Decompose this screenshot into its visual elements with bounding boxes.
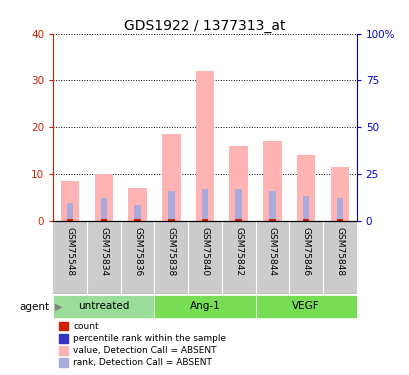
- Bar: [94, 174, 113, 220]
- Text: GSM75842: GSM75842: [234, 226, 243, 276]
- Bar: [134, 205, 140, 219]
- Bar: [229, 146, 247, 220]
- Bar: [162, 134, 180, 220]
- Text: ▶: ▶: [55, 302, 63, 312]
- Bar: [100, 219, 107, 220]
- Text: GSM75840: GSM75840: [200, 226, 209, 276]
- Bar: [255, 296, 356, 318]
- Bar: [53, 296, 154, 318]
- Text: GSM75548: GSM75548: [65, 226, 74, 276]
- Title: GDS1922 / 1377313_at: GDS1922 / 1377313_at: [124, 19, 285, 33]
- Text: VEGF: VEGF: [292, 301, 319, 311]
- Bar: [302, 196, 309, 219]
- Bar: [269, 191, 275, 219]
- Bar: [201, 219, 208, 220]
- Bar: [134, 219, 140, 220]
- Bar: [168, 219, 174, 220]
- Text: GSM75844: GSM75844: [267, 226, 276, 276]
- Bar: [235, 189, 241, 219]
- Text: GSM75834: GSM75834: [99, 226, 108, 276]
- Text: Ang-1: Ang-1: [189, 301, 220, 311]
- Bar: [59, 334, 68, 342]
- Bar: [330, 167, 348, 220]
- Text: GSM75848: GSM75848: [335, 226, 344, 276]
- Bar: [336, 219, 342, 220]
- Text: GSM75838: GSM75838: [166, 226, 175, 276]
- Bar: [269, 219, 275, 220]
- Text: GSM75836: GSM75836: [133, 226, 142, 276]
- Bar: [128, 188, 146, 220]
- Bar: [61, 181, 79, 220]
- Bar: [195, 71, 214, 220]
- Bar: [59, 322, 68, 330]
- Bar: [100, 198, 107, 219]
- Text: agent: agent: [19, 302, 49, 312]
- Bar: [235, 219, 241, 220]
- Text: GSM75846: GSM75846: [301, 226, 310, 276]
- Bar: [302, 219, 309, 220]
- Bar: [67, 203, 73, 219]
- Bar: [336, 198, 342, 219]
- Text: rank, Detection Call = ABSENT: rank, Detection Call = ABSENT: [73, 358, 211, 367]
- Text: untreated: untreated: [78, 301, 129, 311]
- Bar: [154, 296, 255, 318]
- Bar: [168, 191, 174, 219]
- Bar: [296, 155, 315, 220]
- Text: percentile rank within the sample: percentile rank within the sample: [73, 334, 226, 343]
- Bar: [263, 141, 281, 220]
- Bar: [59, 346, 68, 354]
- Text: count: count: [73, 322, 99, 331]
- Bar: [201, 189, 208, 219]
- Bar: [67, 219, 73, 220]
- Bar: [59, 358, 68, 366]
- Text: value, Detection Call = ABSENT: value, Detection Call = ABSENT: [73, 346, 216, 355]
